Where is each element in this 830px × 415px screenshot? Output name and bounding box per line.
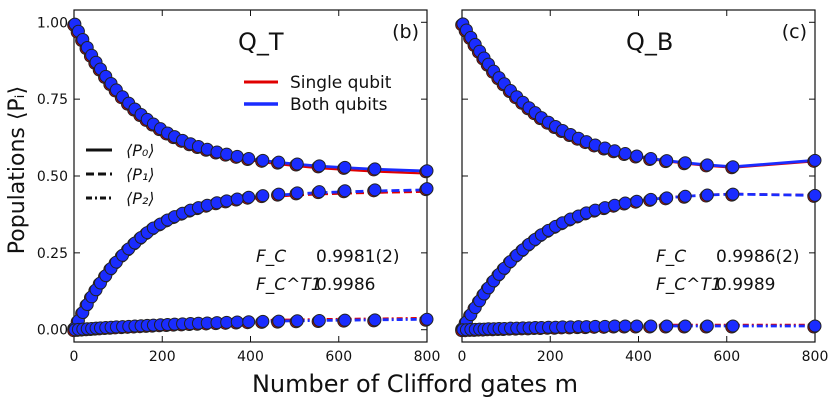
- marker-both-p0: [808, 153, 822, 167]
- y-axis-label: Populations ⟨Pᵢ⟩: [5, 86, 30, 254]
- panel-qb: 0 200 400 600 800 Q_B (c) F_C 0.9986(2) F_C^T10.9…: [455, 9, 829, 365]
- legend-single-label: Single qubit: [290, 73, 392, 93]
- marker-both-p1: [700, 188, 714, 202]
- marker-both-p2: [256, 314, 270, 328]
- marker-both-p0: [644, 151, 658, 165]
- fc-value: 0.9986(2): [716, 247, 800, 267]
- x-tick-label: 600: [325, 349, 352, 365]
- marker-both-p1: [272, 187, 286, 201]
- fct1-value: 0.9986: [316, 275, 375, 295]
- y-tick-label: 0.50: [37, 169, 68, 185]
- fc-value: 0.9981(2): [316, 247, 400, 267]
- marker-both-p2: [368, 313, 382, 327]
- marker-both-p1: [618, 196, 632, 210]
- marker-both-p1: [312, 185, 326, 199]
- marker-both-p1: [726, 187, 740, 201]
- marker-both-p1: [338, 184, 352, 198]
- marker-both-p2: [808, 319, 822, 333]
- marker-both-p0: [420, 164, 434, 178]
- panel-qt: 0.00 0.25 0.50 0.75 1.00 0 200 400 600 800 Q_T (b) F…: [37, 9, 441, 365]
- marker-both-p2: [618, 319, 632, 333]
- marker-both-p1: [420, 182, 434, 196]
- x-tick-label: 0: [70, 349, 79, 365]
- fc-label: F_C: [656, 247, 686, 267]
- marker-both-p2: [660, 319, 674, 333]
- marker-both-p2: [312, 313, 326, 327]
- marker-both-p1: [256, 189, 270, 203]
- marker-both-p1: [290, 186, 304, 200]
- marker-both-p0: [230, 149, 244, 163]
- panel-title: Q_T: [238, 28, 284, 56]
- marker-both-p0: [700, 158, 714, 172]
- marker-both-p2: [630, 319, 644, 333]
- marker-both-p0: [608, 144, 622, 158]
- marker-both-p1: [608, 198, 622, 212]
- panel-title: Q_B: [626, 28, 673, 56]
- marker-both-p1: [660, 191, 674, 205]
- marker-both-p0: [220, 147, 234, 161]
- marker-both-p2: [290, 314, 304, 328]
- legend: Single qubit Both qubits ⟨P₀⟩ ⟨P₁⟩ ⟨P₂⟩: [86, 73, 392, 208]
- marker-both-p1: [644, 192, 658, 206]
- fct1-label: F_C^T1: [656, 275, 722, 295]
- marker-both-p0: [290, 157, 304, 171]
- legend-p2-label: ⟨P₂⟩: [126, 189, 155, 208]
- marker-both-p0: [338, 160, 352, 174]
- y-tick-label: 0.00: [37, 323, 68, 339]
- fct1-label: F_C^T1: [256, 275, 322, 295]
- marker-both-p2: [242, 315, 256, 329]
- x-tick-label: 0: [458, 349, 467, 365]
- legend-p0-label: ⟨P₀⟩: [126, 141, 155, 160]
- marker-both-p0: [726, 160, 740, 174]
- marker-both-p1: [230, 192, 244, 206]
- y-tick-label: 1.00: [37, 15, 68, 31]
- marker-both-p0: [678, 156, 692, 170]
- marker-both-p2: [726, 319, 740, 333]
- marker-both-p0: [618, 147, 632, 161]
- marker-both-p2: [644, 319, 658, 333]
- x-tick-label: 600: [713, 349, 740, 365]
- marker-both-p0: [312, 159, 326, 173]
- y-tick-label: 0.75: [37, 92, 68, 108]
- marker-both-p1: [630, 194, 644, 208]
- panel-tag: (b): [392, 21, 419, 43]
- marker-both-p0: [256, 153, 270, 167]
- fc-label: F_C: [256, 247, 286, 267]
- marker-both-p0: [630, 149, 644, 163]
- legend-both-label: Both qubits: [290, 95, 388, 115]
- panel-tag: (c): [782, 21, 807, 43]
- marker-both-p2: [230, 315, 244, 329]
- marker-both-p1: [678, 189, 692, 203]
- legend-p1-label: ⟨P₁⟩: [126, 165, 155, 184]
- x-tick-label: 800: [802, 349, 829, 365]
- marker-both-p0: [660, 154, 674, 168]
- fct1-value: 0.9989: [716, 275, 775, 295]
- marker-both-p1: [220, 194, 234, 208]
- y-axis-label-wrap: Populations ⟨Pᵢ⟩: [2, 60, 32, 280]
- x-tick-label: 200: [537, 349, 564, 365]
- marker-both-p2: [272, 314, 286, 328]
- marker-both-p2: [420, 312, 434, 326]
- x-tick-label: 200: [149, 349, 176, 365]
- x-tick-label: 800: [414, 349, 441, 365]
- marker-both-p0: [272, 155, 286, 169]
- marker-both-p1: [368, 183, 382, 197]
- marker-both-p1: [808, 188, 822, 202]
- marker-both-p2: [338, 313, 352, 327]
- marker-both-p2: [678, 319, 692, 333]
- x-tick-label: 400: [625, 349, 652, 365]
- marker-both-p0: [368, 162, 382, 176]
- y-tick-label: 0.25: [37, 246, 68, 262]
- x-tick-label: 400: [237, 349, 264, 365]
- marker-both-p2: [700, 319, 714, 333]
- marker-both-p1: [242, 190, 256, 204]
- marker-both-p0: [242, 151, 256, 165]
- x-axis-label: Number of Clifford gates m: [251, 370, 579, 398]
